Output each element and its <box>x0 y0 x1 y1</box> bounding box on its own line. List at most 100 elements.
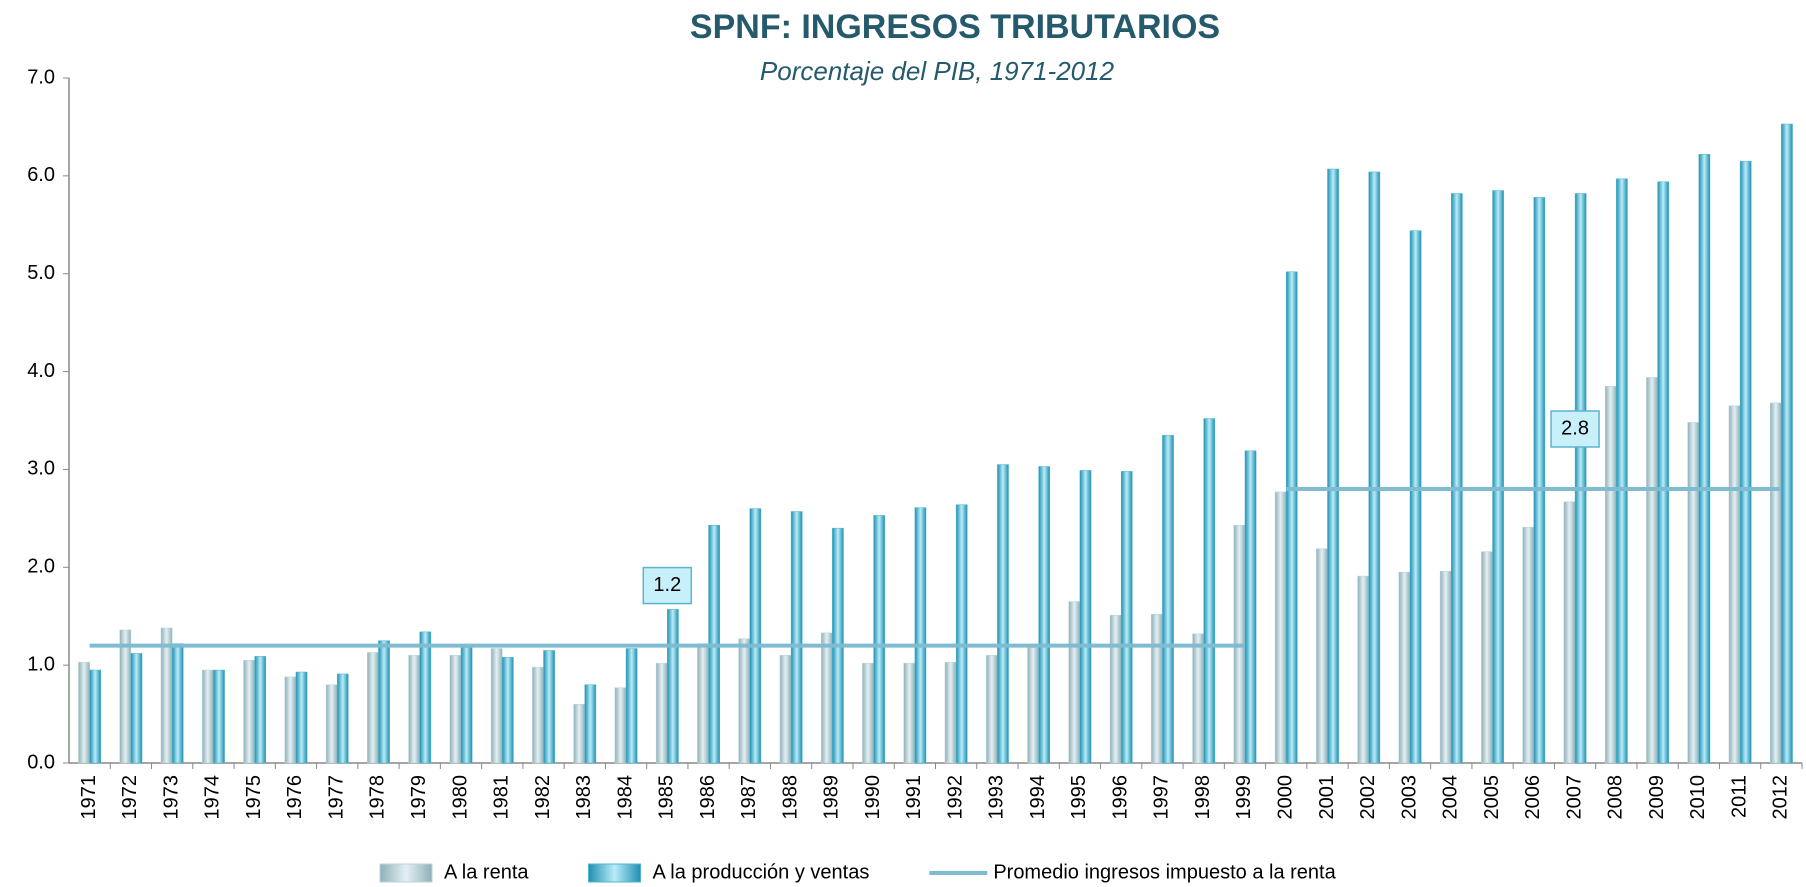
x-tick-label: 2002 <box>1357 775 1379 820</box>
average-label: 1.2 <box>653 574 681 596</box>
x-tick-label: 1986 <box>697 775 719 820</box>
x-tick-label: 1971 <box>78 775 100 820</box>
bar <box>1368 171 1381 764</box>
x-tick-label: 2006 <box>1522 775 1544 820</box>
y-tick-label: 0.0 <box>27 751 55 773</box>
bar <box>862 662 874 764</box>
bar <box>284 676 297 764</box>
bar <box>419 631 432 764</box>
x-tick-label: 2004 <box>1440 775 1462 820</box>
bar <box>1327 168 1339 764</box>
y-tick-label: 7.0 <box>27 66 55 88</box>
bar <box>1120 471 1133 764</box>
bar <box>378 640 390 764</box>
bar <box>367 652 379 764</box>
x-tick-label: 2012 <box>1770 775 1792 820</box>
bar <box>1079 470 1092 764</box>
legend-label: Promedio ingresos impuesto a la renta <box>993 861 1336 883</box>
bar <box>171 643 184 764</box>
x-tick-label: 1975 <box>243 775 265 820</box>
bar <box>820 632 833 764</box>
x-tick-label: 1985 <box>656 775 678 820</box>
bar <box>1274 491 1287 764</box>
bar <box>1439 570 1452 764</box>
x-tick-label: 2011 <box>1728 775 1750 818</box>
bar <box>1728 405 1741 764</box>
legend-label: A la producción y ventas <box>653 861 870 883</box>
x-tick-label: 1973 <box>160 775 182 820</box>
bar <box>336 673 349 764</box>
bar <box>997 464 1009 764</box>
x-tick-label: 1992 <box>944 775 966 820</box>
bar <box>873 515 885 764</box>
x-tick-label: 1982 <box>532 775 554 820</box>
bar <box>614 687 627 764</box>
bar <box>1533 197 1546 764</box>
legend-swatch <box>379 863 433 883</box>
bar <box>1203 418 1216 764</box>
bar <box>213 669 225 764</box>
bar <box>1038 466 1051 764</box>
bar <box>955 504 968 764</box>
legend-swatch <box>588 863 642 883</box>
bar <box>1769 402 1782 764</box>
x-tick-label: 1989 <box>821 775 843 820</box>
x-tick-label: 2001 <box>1316 775 1338 820</box>
chart-subtitle: Porcentaje del PIB, 1971-2012 <box>760 56 1115 86</box>
bar <box>1027 647 1039 764</box>
bar <box>1657 181 1669 764</box>
y-tick-label: 3.0 <box>27 458 55 480</box>
x-tick-label: 2009 <box>1646 775 1668 820</box>
x-tick-label: 1996 <box>1109 775 1131 820</box>
bar <box>78 661 90 764</box>
bar <box>490 648 503 764</box>
bar <box>1409 230 1422 764</box>
bar <box>1616 178 1628 764</box>
x-tick-label: 2005 <box>1481 775 1503 820</box>
bar <box>325 684 338 764</box>
bar <box>1451 193 1463 764</box>
bar <box>1316 548 1328 764</box>
y-tick-label: 5.0 <box>27 262 55 284</box>
bar <box>1481 551 1493 764</box>
bar <box>1109 614 1122 764</box>
x-tick-label: 2007 <box>1563 775 1585 820</box>
bar <box>944 661 957 764</box>
bar <box>202 669 214 764</box>
bar <box>1563 501 1576 764</box>
bar <box>243 660 255 764</box>
bar <box>502 657 514 764</box>
bar <box>1244 450 1257 764</box>
bar <box>130 653 143 764</box>
bar <box>1285 271 1298 764</box>
bar <box>119 629 132 764</box>
bar <box>254 656 267 764</box>
x-tick-label: 1972 <box>119 775 141 820</box>
bar <box>584 684 597 764</box>
bar <box>790 511 803 764</box>
x-tick-label: 2008 <box>1605 775 1627 820</box>
x-tick-label: 1974 <box>202 775 224 820</box>
x-tick-label: 1991 <box>903 775 925 820</box>
x-tick-label: 1980 <box>449 775 471 820</box>
bar <box>160 627 173 764</box>
bar <box>667 609 679 764</box>
x-tick-label: 1998 <box>1192 775 1214 820</box>
chart-title: SPNF: INGRESOS TRIBUTARIOS <box>690 8 1220 46</box>
average-label-box <box>1550 410 1600 448</box>
bar <box>573 704 586 764</box>
x-tick-label: 1988 <box>779 775 801 820</box>
x-tick-label: 1993 <box>986 775 1008 820</box>
bar <box>655 662 668 764</box>
bar <box>749 508 762 764</box>
bar <box>625 648 638 764</box>
bar <box>295 671 308 764</box>
y-tick-label: 4.0 <box>27 360 55 382</box>
bar <box>408 655 420 764</box>
x-tick-label: 1999 <box>1233 775 1255 820</box>
x-tick-label: 1984 <box>614 775 636 820</box>
x-tick-label: 1997 <box>1151 775 1173 820</box>
bar <box>449 655 462 764</box>
bar <box>1781 123 1793 764</box>
